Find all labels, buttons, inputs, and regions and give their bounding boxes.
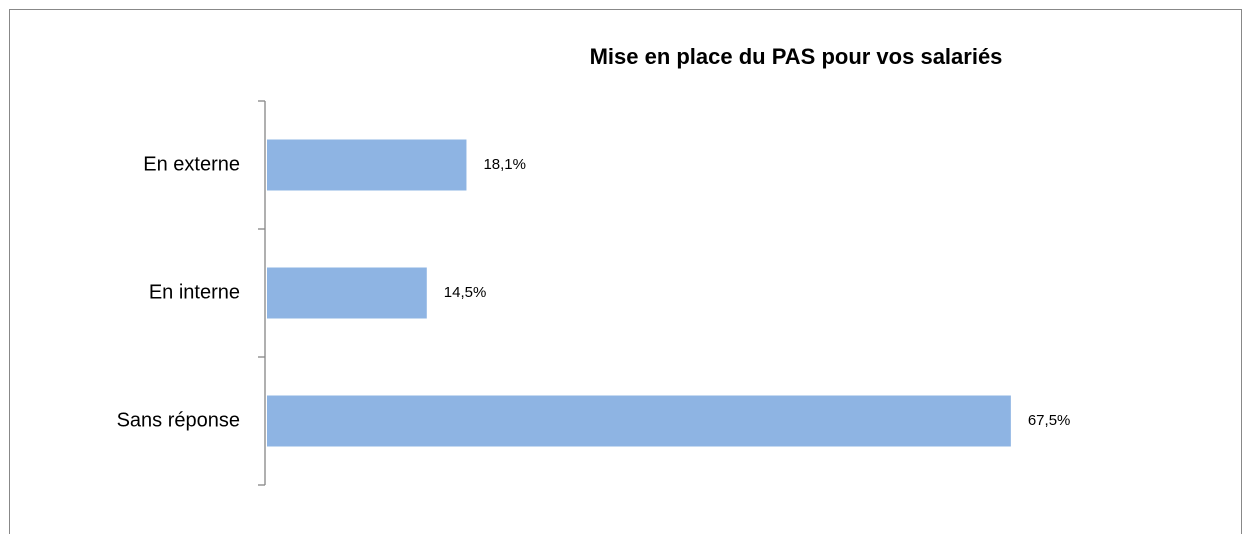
bar [267,139,467,191]
category-label: Sans réponse [117,409,240,431]
bar [267,267,427,319]
category-label: En externe [143,153,240,175]
data-label: 67,5% [1028,412,1071,429]
bar [267,395,1011,447]
chart-title: Mise en place du PAS pour vos salariés [590,44,1003,69]
category-label: En interne [149,281,240,303]
chart-frame [9,9,1242,534]
data-label: 18,1% [483,156,526,173]
data-label: 14,5% [444,284,487,301]
